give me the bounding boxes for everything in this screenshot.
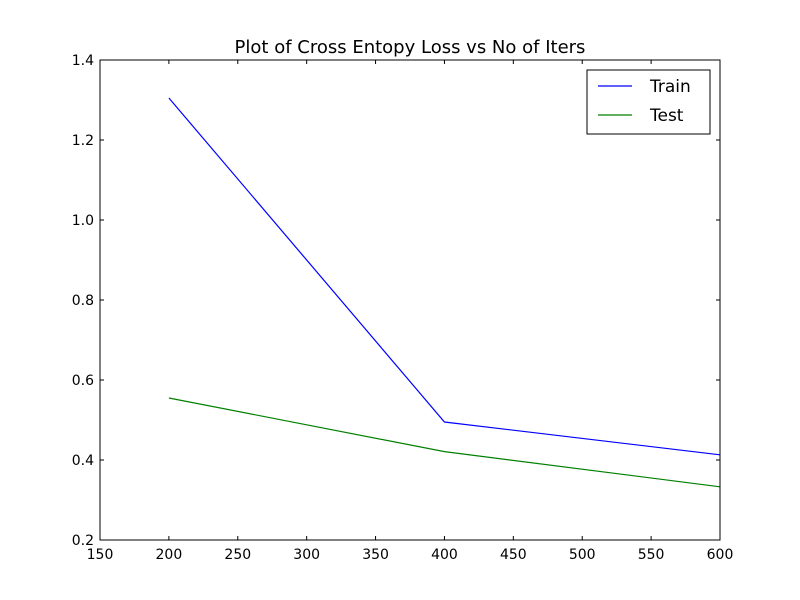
ticks-layer: 150 200 250 300 350 400 450 500 550 600 0.2 0.4 0.6 0…	[72, 53, 734, 563]
series-line-train	[168, 97, 721, 456]
y-tick-label: 0.2	[72, 533, 94, 549]
x-tick-label: 400	[431, 547, 458, 563]
y-tick-label: 1.2	[72, 133, 94, 149]
y-tick-label: 0.8	[72, 293, 94, 309]
x-tick-label: 200	[156, 547, 183, 563]
x-tick-label: 600	[707, 547, 734, 563]
x-tick-label: 450	[500, 547, 527, 563]
legend: Train Test	[586, 69, 711, 135]
x-tick-label: 500	[569, 547, 596, 563]
series-layer	[168, 97, 721, 488]
legend-label-train: Train	[649, 77, 691, 97]
legend-label-test: Test	[649, 106, 684, 126]
x-tick-label: 300	[293, 547, 320, 563]
legend-frame	[586, 69, 711, 135]
x-tick-label: 350	[362, 547, 389, 563]
x-tick-label: 150	[87, 547, 114, 563]
plot-frame	[99, 59, 721, 541]
series-line-test	[168, 397, 721, 488]
x-tick-label: 250	[224, 547, 251, 563]
y-tick-label: 1.0	[72, 213, 94, 229]
y-tick-label: 1.4	[72, 53, 94, 69]
y-tick-label: 0.6	[72, 373, 94, 389]
x-tick-label: 550	[638, 547, 665, 563]
y-tick-label: 0.4	[72, 453, 94, 469]
chart-title: Plot of Cross Entopy Loss vs No of Iters	[235, 37, 586, 58]
